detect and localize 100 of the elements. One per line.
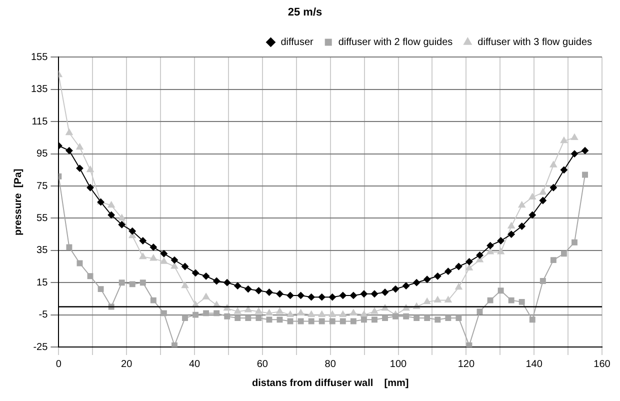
point xyxy=(244,306,252,312)
point xyxy=(234,315,241,321)
point xyxy=(308,310,315,318)
point xyxy=(245,315,252,321)
point xyxy=(150,297,156,304)
point xyxy=(214,310,220,316)
point xyxy=(444,268,452,275)
point xyxy=(392,286,400,293)
point xyxy=(202,293,210,300)
point xyxy=(392,313,399,320)
point xyxy=(582,147,589,154)
point xyxy=(160,250,168,258)
point xyxy=(118,214,126,220)
point xyxy=(170,256,178,264)
point xyxy=(118,221,126,228)
y-tick-label: -5 xyxy=(38,310,48,321)
x-axis-title: distans from diffuser wall [mm] xyxy=(252,378,409,389)
point xyxy=(172,342,178,347)
point xyxy=(350,318,356,324)
point xyxy=(508,297,514,304)
point xyxy=(529,316,536,323)
point xyxy=(266,309,273,316)
point xyxy=(550,161,557,168)
point xyxy=(498,288,504,294)
point xyxy=(234,282,242,290)
y-axis-title: pressure [Pa] xyxy=(12,168,24,236)
point xyxy=(203,310,210,316)
point xyxy=(160,310,167,316)
point xyxy=(444,296,452,303)
point xyxy=(297,292,304,299)
point xyxy=(328,294,336,301)
point xyxy=(318,294,326,301)
point xyxy=(455,263,462,270)
y-tick-label: 35 xyxy=(36,245,48,256)
point xyxy=(129,281,136,288)
point xyxy=(455,283,462,290)
point xyxy=(182,263,189,270)
point xyxy=(560,136,568,144)
point xyxy=(434,272,442,280)
point xyxy=(329,318,336,324)
point xyxy=(424,315,430,321)
point xyxy=(308,318,314,324)
point xyxy=(224,279,231,286)
point xyxy=(572,239,578,246)
point xyxy=(518,201,526,208)
point xyxy=(445,315,452,321)
point xyxy=(76,164,84,172)
point xyxy=(570,150,578,158)
point xyxy=(66,244,72,250)
chart-title: 25 m/s xyxy=(288,6,322,19)
point xyxy=(266,288,273,296)
point xyxy=(539,188,546,195)
y-tick-label: 155 xyxy=(30,52,48,63)
point xyxy=(402,282,410,290)
point xyxy=(424,298,431,304)
point xyxy=(487,297,494,304)
point xyxy=(182,315,188,321)
point xyxy=(582,172,588,178)
point xyxy=(486,248,494,254)
point xyxy=(76,143,84,150)
x-tick-label: 140 xyxy=(526,358,543,370)
point xyxy=(255,287,262,294)
x-tick-label: 40 xyxy=(188,358,201,370)
point xyxy=(160,258,168,264)
point xyxy=(486,242,494,250)
point xyxy=(234,308,242,314)
point xyxy=(434,316,441,323)
point xyxy=(128,228,136,235)
point xyxy=(350,292,357,299)
point xyxy=(539,196,546,204)
point xyxy=(297,309,304,316)
x-tick-label: 80 xyxy=(324,358,336,370)
x-tick-label: 20 xyxy=(121,358,133,370)
point xyxy=(139,252,146,260)
point xyxy=(518,298,525,305)
point xyxy=(350,309,357,316)
point xyxy=(318,318,325,324)
point xyxy=(382,315,388,321)
point xyxy=(508,230,515,238)
point xyxy=(339,310,346,318)
point xyxy=(403,313,410,320)
point xyxy=(476,308,483,315)
point xyxy=(276,316,283,323)
point xyxy=(150,244,157,251)
point xyxy=(414,315,420,321)
point xyxy=(181,282,189,288)
point xyxy=(456,315,462,321)
point xyxy=(570,134,578,140)
point xyxy=(87,273,94,280)
x-tick-label: 0 xyxy=(56,358,62,370)
legend-label: diffuser with 2 flow guides xyxy=(338,36,453,48)
point xyxy=(66,147,73,154)
y-tick-label: 115 xyxy=(32,116,48,128)
point xyxy=(86,166,94,172)
legend-label: diffuser xyxy=(280,36,314,48)
point xyxy=(528,211,536,218)
y-tick-label: 75 xyxy=(36,180,48,192)
point xyxy=(318,310,326,318)
point xyxy=(150,254,157,261)
point xyxy=(118,280,125,286)
